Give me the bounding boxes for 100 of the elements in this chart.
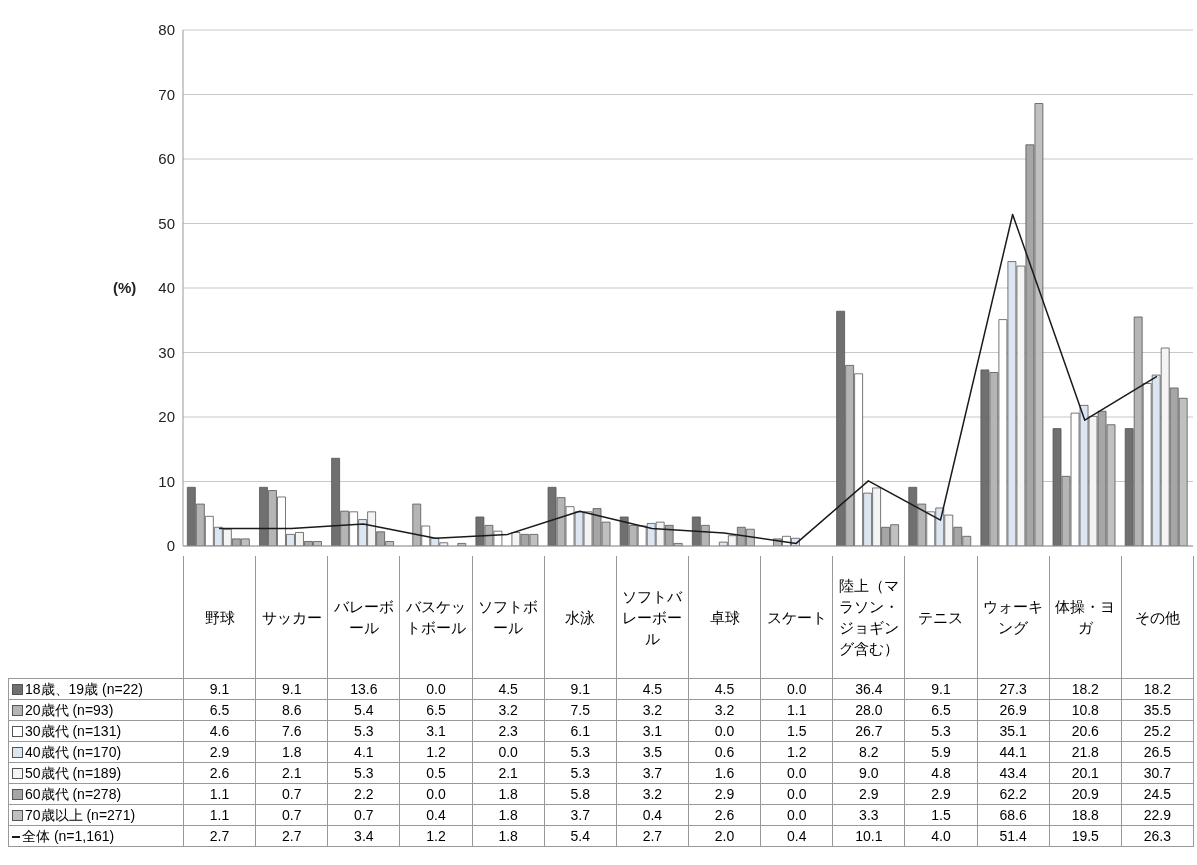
data-label: 26.9 (977, 699, 1050, 721)
data-label: 10.1 (832, 825, 905, 847)
data-label: 1.1 (183, 783, 256, 805)
data-label: 3.1 (616, 720, 689, 742)
data-label: 6.5 (399, 699, 473, 721)
data-label: 3.2 (616, 699, 689, 721)
data-label: 22.9 (1121, 804, 1194, 826)
data-label: 35.5 (1121, 699, 1194, 721)
data-label: 1.2 (399, 741, 473, 763)
data-label: 3.2 (688, 699, 761, 721)
data-label: 9.1 (904, 678, 978, 700)
data-label: 1.2 (760, 741, 833, 763)
data-label: 5.9 (904, 741, 978, 763)
data-label: 25.2 (1121, 720, 1194, 742)
data-label: 2.7 (616, 825, 689, 847)
data-label: 2.0 (688, 825, 761, 847)
data-label: 20.6 (1049, 720, 1122, 742)
data-label: 18.2 (1121, 678, 1194, 700)
data-label: 4.5 (616, 678, 689, 700)
y-tick-label: 40 (158, 279, 175, 297)
data-label: 5.3 (544, 741, 617, 763)
data-label: 26.5 (1121, 741, 1194, 763)
y-tick-label: 20 (158, 408, 175, 426)
data-label: 30.7 (1121, 762, 1194, 784)
data-label: 6.1 (544, 720, 617, 742)
data-label: 1.1 (183, 804, 256, 826)
data-label: 8.6 (255, 699, 328, 721)
data-label: 1.6 (688, 762, 761, 784)
data-label: 1.8 (472, 825, 545, 847)
data-label: 44.1 (977, 741, 1050, 763)
data-label: 2.6 (183, 762, 256, 784)
x-tick-label: ソフトバレーボール (616, 556, 689, 679)
data-label: 4.0 (904, 825, 978, 847)
data-label: 1.8 (472, 783, 545, 805)
data-label: 1.1 (760, 699, 833, 721)
data-label: 24.5 (1121, 783, 1194, 805)
x-tick-label: サッカー (255, 556, 328, 679)
data-label: 8.2 (832, 741, 905, 763)
data-label: 2.7 (183, 825, 256, 847)
data-label: 21.8 (1049, 741, 1122, 763)
data-label: 0.0 (760, 678, 833, 700)
x-tick-label: 体操・ヨガ (1049, 556, 1122, 679)
data-label: 4.1 (327, 741, 400, 763)
data-label: 62.2 (977, 783, 1050, 805)
data-label: 9.1 (183, 678, 256, 700)
x-tick-label: 卓球 (688, 556, 761, 679)
data-label: 5.3 (327, 720, 400, 742)
x-tick-label: バスケットボール (399, 556, 473, 679)
y-tick-label: 60 (158, 150, 175, 168)
data-label: 5.8 (544, 783, 617, 805)
y-tick-label: 50 (158, 214, 175, 232)
data-label: 5.3 (544, 762, 617, 784)
data-label: 36.4 (832, 678, 905, 700)
y-tick-label: 10 (158, 472, 175, 490)
data-label: 9.1 (255, 678, 328, 700)
data-label: 4.6 (183, 720, 256, 742)
x-tick-label: ソフトボール (472, 556, 545, 679)
y-tick-label: 80 (158, 21, 175, 39)
x-tick-label: その他 (1121, 556, 1194, 679)
data-label: 2.9 (183, 741, 256, 763)
data-label: 51.4 (977, 825, 1050, 847)
data-label: 26.3 (1121, 825, 1194, 847)
x-tick-label: ウォーキング (977, 556, 1050, 679)
data-label: 0.0 (688, 720, 761, 742)
data-label: 0.0 (472, 741, 545, 763)
data-label: 35.1 (977, 720, 1050, 742)
data-label: 0.7 (255, 804, 328, 826)
data-label: 5.3 (327, 762, 400, 784)
data-label: 20.1 (1049, 762, 1122, 784)
data-label: 2.9 (904, 783, 978, 805)
x-tick-label: 野球 (183, 556, 256, 679)
data-label: 2.9 (832, 783, 905, 805)
data-label: 5.4 (327, 699, 400, 721)
y-tick-label: 30 (158, 343, 175, 361)
data-label: 4.5 (472, 678, 545, 700)
data-label: 0.7 (327, 804, 400, 826)
data-label: 26.7 (832, 720, 905, 742)
data-label: 6.5 (183, 699, 256, 721)
data-label: 4.5 (688, 678, 761, 700)
data-label: 0.0 (399, 678, 473, 700)
legend-label: 18歳、19歳 (n=22) (8, 678, 184, 700)
data-label: 6.5 (904, 699, 978, 721)
data-label: 9.0 (832, 762, 905, 784)
data-label: 2.1 (255, 762, 328, 784)
data-label: 0.4 (760, 825, 833, 847)
data-label: 5.4 (544, 825, 617, 847)
data-label: 0.5 (399, 762, 473, 784)
legend-label: 50歳代 (n=189) (8, 762, 184, 784)
data-label: 7.5 (544, 699, 617, 721)
data-label: 9.1 (544, 678, 617, 700)
data-label: 5.3 (904, 720, 978, 742)
data-label: 3.2 (616, 783, 689, 805)
legend-label: 70歳以上 (n=271) (8, 804, 184, 826)
legend-label: 30歳代 (n=131) (8, 720, 184, 742)
data-label: 43.4 (977, 762, 1050, 784)
data-label: 3.2 (472, 699, 545, 721)
data-label: 3.3 (832, 804, 905, 826)
legend-label: 全体 (n=1,161) (8, 825, 184, 847)
x-tick-label: 陸上（マラソン・ジョギング含む） (832, 556, 905, 679)
data-label: 0.0 (760, 804, 833, 826)
